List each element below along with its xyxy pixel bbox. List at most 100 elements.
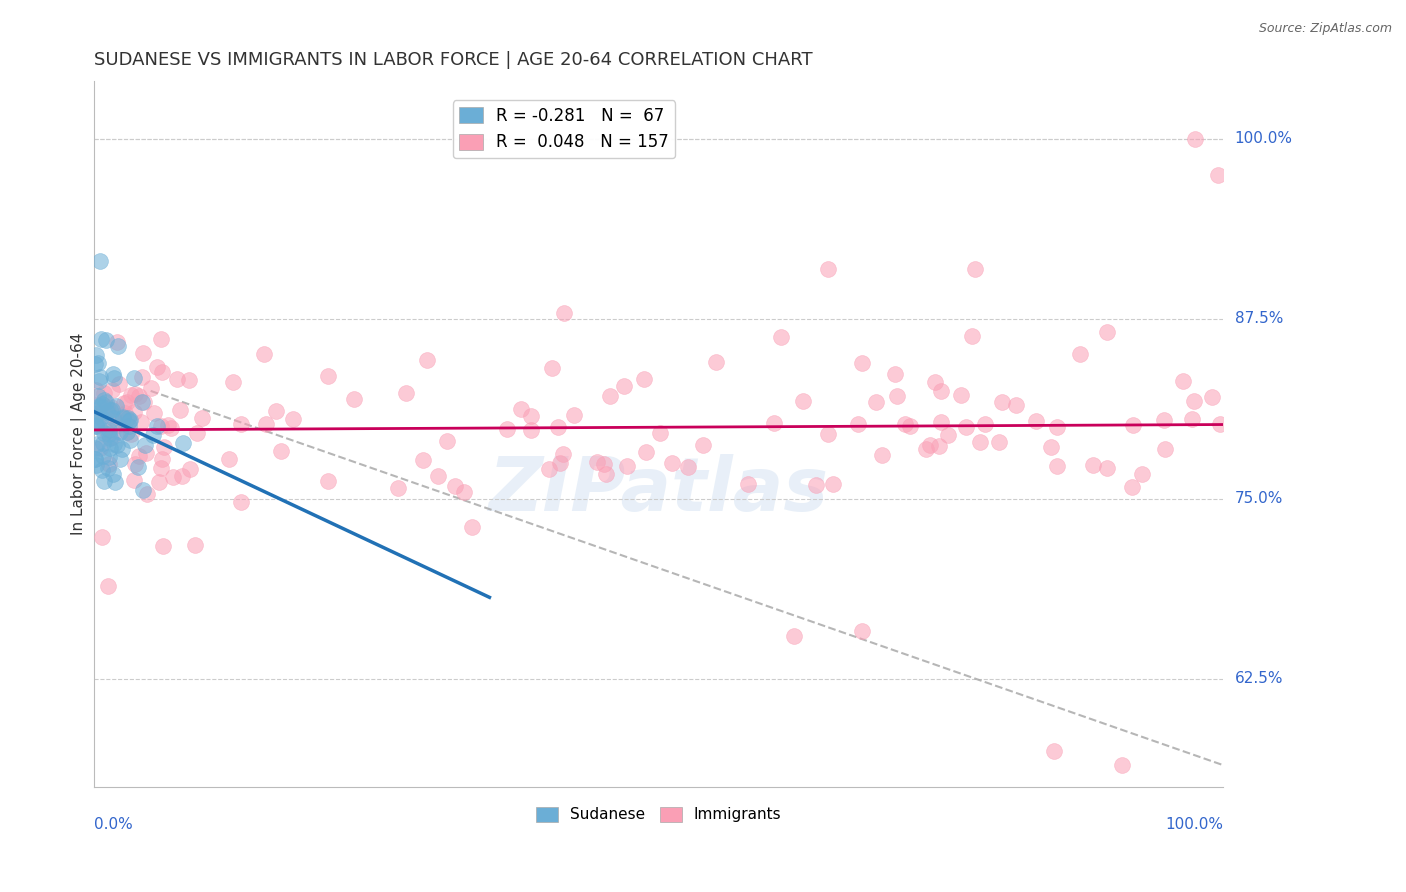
Point [898, 419, 921, 434]
Point [84, 348, 107, 362]
Point [114, 406, 136, 420]
Point [131, 394, 153, 409]
Text: 0.0%: 0.0% [94, 817, 134, 832]
Point [427, 468, 450, 483]
Point [131, 345, 153, 359]
Point [586, 455, 609, 469]
Point [91, 397, 114, 411]
Point [281, 412, 304, 426]
Point [98, 431, 121, 445]
Point [179, 462, 201, 476]
Point [186, 426, 208, 441]
Point [104, 399, 127, 413]
Point [936, 427, 959, 442]
Point [172, 436, 194, 450]
Point [104, 475, 127, 490]
Point [1153, 412, 1175, 426]
Point [1184, 132, 1206, 146]
Point [387, 481, 409, 495]
Point [540, 360, 562, 375]
Point [1206, 168, 1229, 182]
Point [538, 462, 561, 476]
Point [127, 459, 149, 474]
Point [86, 414, 108, 428]
Point [87, 420, 110, 434]
Point [143, 406, 166, 420]
Point [928, 439, 950, 453]
Point [136, 487, 159, 501]
Point [929, 416, 952, 430]
Point [547, 419, 569, 434]
Point [177, 373, 200, 387]
Point [865, 395, 887, 409]
Point [851, 356, 873, 370]
Point [97, 423, 120, 437]
Point [86, 437, 108, 451]
Point [105, 334, 128, 349]
Point [90, 332, 112, 346]
Text: 75.0%: 75.0% [1234, 491, 1282, 507]
Point [96, 405, 118, 419]
Point [520, 409, 543, 423]
Point [107, 339, 129, 353]
Point [114, 416, 136, 430]
Point [783, 629, 806, 643]
Point [509, 402, 531, 417]
Point [101, 403, 124, 417]
Point [101, 410, 124, 425]
Point [1025, 414, 1047, 428]
Point [270, 443, 292, 458]
Point [122, 371, 145, 385]
Point [553, 306, 575, 320]
Point [84, 441, 107, 455]
Point [115, 425, 138, 440]
Point [131, 370, 153, 384]
Point [548, 456, 571, 470]
Point [97, 450, 120, 465]
Point [112, 396, 135, 410]
Point [87, 399, 110, 413]
Point [924, 375, 946, 389]
Point [117, 425, 139, 440]
Point [108, 425, 131, 439]
Point [98, 426, 121, 441]
Point [496, 422, 519, 436]
Point [96, 400, 118, 414]
Point [884, 367, 907, 381]
Text: 100.0%: 100.0% [1234, 131, 1292, 146]
Point [551, 447, 574, 461]
Point [436, 434, 458, 448]
Point [84, 419, 107, 434]
Point [706, 355, 728, 369]
Point [1095, 460, 1118, 475]
Point [87, 356, 110, 370]
Point [146, 360, 169, 375]
Point [231, 417, 253, 431]
Text: Source: ZipAtlas.com: Source: ZipAtlas.com [1258, 22, 1392, 36]
Point [118, 433, 141, 447]
Point [963, 261, 986, 276]
Point [122, 405, 145, 419]
Point [112, 410, 135, 425]
Point [128, 389, 150, 403]
Point [1182, 394, 1205, 409]
Point [851, 624, 873, 639]
Point [1046, 459, 1069, 474]
Point [191, 411, 214, 425]
Point [122, 474, 145, 488]
Point [120, 388, 142, 402]
Point [650, 425, 672, 440]
Point [120, 427, 142, 442]
Y-axis label: In Labor Force | Age 20-64: In Labor Force | Age 20-64 [72, 333, 87, 535]
Point [149, 418, 172, 433]
Point [950, 387, 973, 401]
Point [90, 530, 112, 544]
Point [84, 451, 107, 466]
Point [91, 435, 114, 450]
Point [97, 461, 120, 475]
Point [97, 405, 120, 419]
Point [172, 469, 194, 483]
Point [97, 402, 120, 417]
Point [183, 538, 205, 552]
Point [823, 477, 845, 491]
